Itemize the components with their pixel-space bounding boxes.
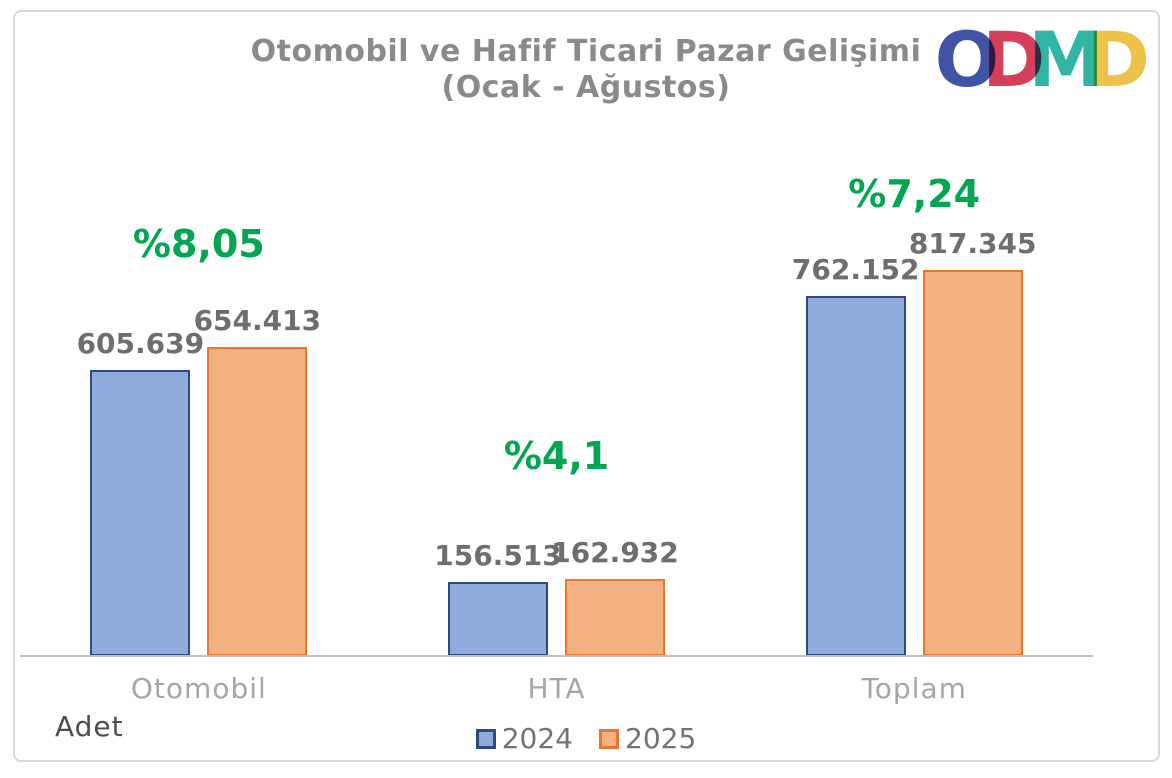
- legend-item-2025: 2025: [599, 722, 696, 755]
- growth-label: %4,1: [503, 434, 610, 478]
- category-label: Toplam: [861, 672, 967, 705]
- value-label: 762.152: [791, 253, 920, 286]
- chart-title-line2: (Ocak - Ağustos): [441, 70, 731, 105]
- bar-hta-2024: [448, 582, 548, 656]
- bar-otomobil-2025: [207, 347, 308, 656]
- legend-label: 2024: [501, 722, 573, 755]
- axis-unit-label: Adet: [55, 710, 124, 743]
- chart-title: Otomobil ve Hafif Ticari Pazar Gelişimi …: [0, 34, 1172, 106]
- bar-group-2024: 762.152: [792, 256, 919, 656]
- value-label: 817.345: [908, 227, 1037, 260]
- bar-group-2025: 654.413: [194, 307, 321, 656]
- bar-toplam-2025: [922, 270, 1023, 656]
- category-label: HTA: [527, 672, 586, 705]
- category-group-hta: %4,1 156.513 162.932: [378, 156, 736, 656]
- logo-letter-2: M: [1028, 15, 1104, 104]
- category-group-toplam: %7,24 762.152 817.345: [735, 156, 1093, 656]
- logo-letter-3: D: [1086, 15, 1150, 104]
- legend: 2024 2025: [0, 722, 1172, 755]
- bar-otomobil-2024: [90, 370, 191, 656]
- value-label: 162.932: [551, 536, 679, 569]
- legend-swatch-2025: [599, 728, 619, 749]
- logo-letter-1: D: [982, 15, 1046, 104]
- x-axis-line: [20, 655, 1093, 657]
- bar-group-2024: 156.513: [434, 542, 562, 656]
- value-label: 654.413: [193, 304, 322, 337]
- legend-label: 2025: [625, 722, 697, 755]
- value-label: 156.513: [434, 539, 562, 572]
- logo-letter-0: O: [934, 15, 1000, 104]
- bar-group-2024: 605.639: [77, 330, 204, 656]
- legend-swatch-2024: [475, 728, 496, 749]
- bar-toplam-2024: [805, 296, 906, 656]
- category-group-otomobil: %8,05 605.639 654.413: [20, 156, 378, 656]
- category-labels: Otomobil HTA Toplam: [20, 672, 1093, 705]
- plot-area: %8,05 605.639 654.413 %4,1 156.513 162.932 %7,…: [20, 156, 1093, 656]
- category-label: Otomobil: [130, 672, 267, 705]
- bar-hta-2025: [565, 579, 665, 656]
- bar-group-2025: 817.345: [909, 230, 1036, 656]
- growth-label: %7,24: [848, 172, 981, 216]
- growth-label: %8,05: [132, 222, 265, 266]
- chart-title-line1: Otomobil ve Hafif Ticari Pazar Gelişimi: [250, 34, 922, 69]
- value-label: 605.639: [76, 327, 205, 360]
- legend-item-2024: 2024: [475, 722, 573, 755]
- bar-group-2025: 162.932: [551, 539, 679, 656]
